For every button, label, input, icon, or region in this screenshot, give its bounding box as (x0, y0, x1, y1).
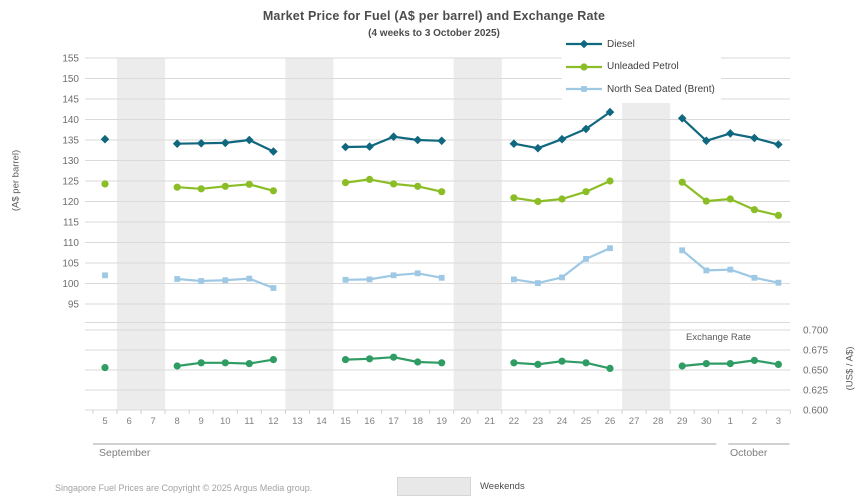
svg-text:14: 14 (316, 416, 327, 427)
svg-text:20: 20 (461, 416, 472, 427)
svg-text:24: 24 (557, 416, 568, 427)
svg-text:8: 8 (175, 416, 180, 427)
left-axis-title: (A$ per barrel) (10, 149, 22, 212)
svg-text:105: 105 (62, 259, 79, 270)
unleaded-petrol-line-swatch (566, 63, 602, 71)
legend-label-brent: North Sea Dated (Brent) (607, 83, 715, 95)
svg-text:0.675: 0.675 (803, 346, 828, 357)
exchange-rate-label: Exchange Rate (686, 332, 751, 343)
svg-text:22: 22 (509, 416, 520, 427)
svg-text:29: 29 (677, 416, 688, 427)
svg-text:30: 30 (701, 416, 712, 427)
svg-text:3: 3 (776, 416, 781, 427)
series-exchange-rate (101, 353, 783, 372)
svg-text:9: 9 (199, 416, 204, 427)
series-unleaded-petrol (101, 175, 783, 219)
diesel-line-swatch (566, 39, 602, 49)
svg-text:0.650: 0.650 (803, 366, 828, 377)
gridlines-right: 0.700 0.675 0.650 0.625 0.600 (85, 326, 828, 417)
svg-text:6: 6 (126, 416, 131, 427)
svg-text:120: 120 (62, 197, 79, 208)
svg-text:145: 145 (62, 95, 79, 106)
month-label-october: October (730, 447, 768, 459)
svg-text:150: 150 (62, 74, 79, 85)
svg-text:15: 15 (340, 416, 351, 427)
svg-text:11: 11 (244, 416, 254, 427)
x-axis-ticks (92, 410, 791, 414)
svg-text:18: 18 (412, 416, 423, 427)
series-north-sea-dated-brent- (102, 245, 782, 291)
x-axis-day-labels: 5 6 7 8 9 10 11 12 13 14 15 16 17 18 19 20 21 22 23 24 25 26 2… (102, 416, 781, 427)
svg-text:28: 28 (653, 416, 664, 427)
svg-text:19: 19 (436, 416, 447, 427)
svg-text:95: 95 (68, 300, 80, 311)
svg-text:13: 13 (292, 416, 303, 427)
svg-text:16: 16 (364, 416, 375, 427)
chart-plot: 155150145140135130125120115110105100950.… (62, 54, 828, 445)
svg-text:110: 110 (63, 238, 79, 249)
chart-title: Market Price for Fuel (A$ per barrel) an… (262, 9, 606, 23)
svg-text:125: 125 (62, 177, 79, 188)
svg-text:21: 21 (485, 416, 496, 427)
svg-text:23: 23 (533, 416, 544, 427)
legend: Diesel Unleaded Petrol North Sea Dated (… (562, 33, 721, 103)
copyright-text: Singapore Fuel Prices are Copyright © 20… (55, 483, 313, 493)
right-axis-title: (US$ / A$) (844, 346, 856, 391)
svg-text:25: 25 (581, 416, 592, 427)
svg-text:115: 115 (63, 218, 79, 229)
legend-item-brent: North Sea Dated (Brent) (564, 78, 715, 101)
svg-text:135: 135 (62, 136, 79, 147)
legend-label-unleaded-petrol: Unleaded Petrol (607, 61, 679, 73)
weekend-bands (117, 58, 671, 410)
svg-text:5: 5 (102, 416, 107, 427)
month-label-september: September (99, 447, 151, 459)
series-diesel (100, 107, 783, 156)
svg-text:2: 2 (752, 416, 757, 427)
svg-text:0.600: 0.600 (803, 406, 828, 417)
svg-text:27: 27 (629, 416, 640, 427)
svg-text:10: 10 (220, 416, 231, 427)
svg-text:26: 26 (605, 416, 616, 427)
svg-text:0.700: 0.700 (803, 326, 828, 337)
brent-line-swatch (566, 86, 602, 93)
svg-text:140: 140 (62, 115, 79, 126)
svg-text:130: 130 (62, 156, 79, 167)
weekend-legend: Weekends (397, 477, 525, 496)
svg-text:12: 12 (268, 416, 279, 427)
weekend-swatch (397, 477, 471, 496)
svg-text:17: 17 (388, 416, 399, 427)
legend-item-unleaded-petrol: Unleaded Petrol (564, 56, 715, 79)
svg-text:100: 100 (62, 279, 79, 290)
svg-text:0.625: 0.625 (803, 386, 828, 397)
svg-text:155: 155 (62, 54, 79, 65)
weekend-label: Weekends (480, 481, 525, 492)
chart-subtitle: (4 weeks to 3 October 2025) (368, 28, 500, 39)
legend-label-diesel: Diesel (607, 38, 635, 50)
svg-text:1: 1 (728, 416, 733, 427)
svg-text:7: 7 (150, 416, 155, 427)
legend-item-diesel: Diesel (564, 33, 715, 56)
